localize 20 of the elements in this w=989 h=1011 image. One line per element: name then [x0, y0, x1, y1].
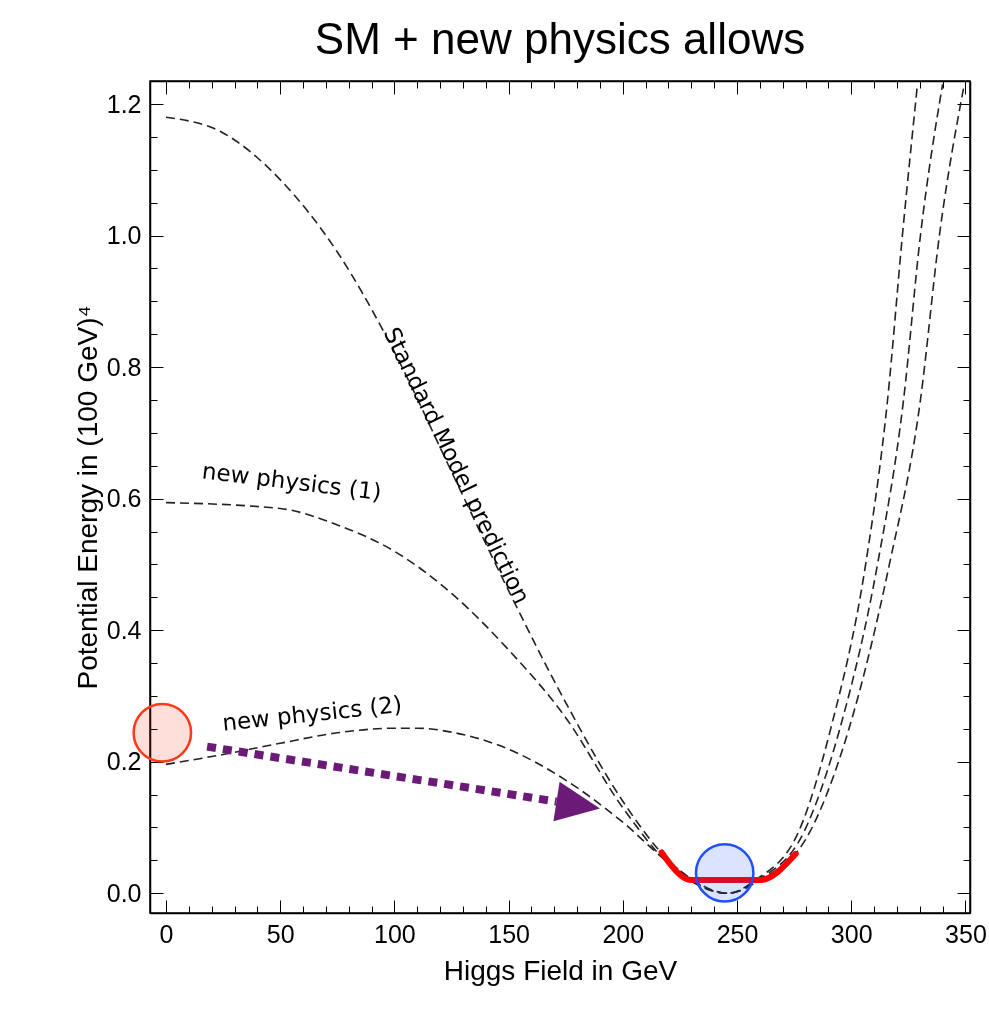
y-tick-label: 0.0 — [106, 878, 142, 907]
chart-title: SM + new physics allows — [314, 13, 806, 63]
x-tick-label: 150 — [488, 919, 530, 948]
text: new physics (1) — [200, 457, 383, 506]
x-tick-label: 250 — [716, 919, 759, 948]
text: new physics (2) — [220, 691, 404, 736]
x-tick-label: 100 — [374, 919, 416, 948]
x-tick-label: 0 — [159, 919, 174, 948]
x-tick-label: 350 — [945, 919, 987, 948]
y-tick-label: 0.6 — [106, 484, 142, 513]
x-tick-label: 300 — [830, 919, 873, 948]
y-tick-label: 1.2 — [106, 89, 142, 118]
x-tick-label: 200 — [602, 919, 645, 948]
y-tick-label: 0.2 — [106, 747, 142, 776]
y-tick-label: 1.0 — [106, 221, 142, 250]
y-axis-title: Potential Energy in (100 GeV)⁴ — [71, 305, 103, 690]
x-tick-label: 50 — [266, 919, 295, 948]
x-axis-title: Higgs Field in GeV — [443, 954, 678, 986]
y-tick-label: 0.4 — [106, 615, 142, 644]
y-tick-label: 0.8 — [106, 352, 142, 381]
